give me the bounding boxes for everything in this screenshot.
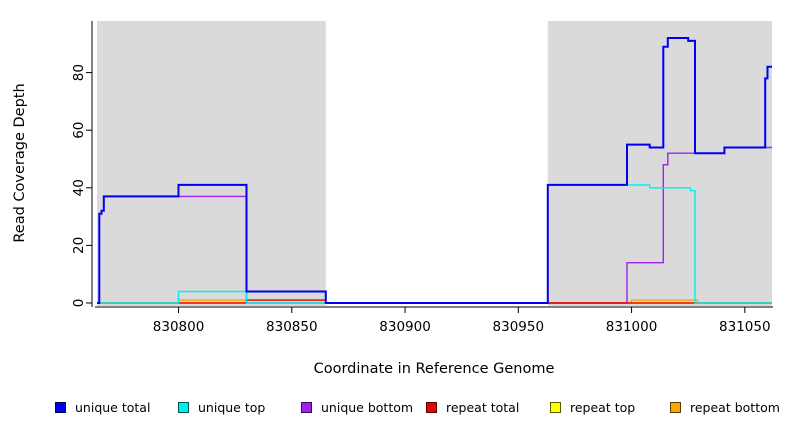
legend-item-label: repeat bottom — [690, 399, 780, 415]
unique-bottom-swatch-icon — [301, 401, 312, 413]
shaded-region-0 — [97, 21, 326, 306]
legend-item-label: unique bottom — [321, 399, 414, 415]
repeat-bottom-swatch-icon — [670, 401, 681, 413]
legend-item-repeat-top: repeat top — [550, 398, 635, 416]
legend-item-unique-top: unique top — [178, 398, 265, 416]
legend-item-repeat-bottom: repeat bottom — [670, 398, 780, 416]
x-axis-title: Coordinate in Reference Genome — [314, 361, 555, 377]
legend-item-label: unique total — [75, 399, 151, 415]
y-axis-title: Read Coverage Depth — [12, 83, 28, 242]
y-tick-label: 0 — [71, 299, 87, 308]
shaded-region-1 — [547, 21, 772, 306]
y-tick-label: 80 — [71, 64, 87, 81]
unique-top-swatch-icon — [178, 401, 189, 413]
x-tick-label: 830950 — [493, 319, 545, 335]
axes: 0 20 40 60 80 830800 830850 830900 830950 831000 8… — [71, 21, 773, 335]
x-tick-label: 831050 — [719, 319, 771, 335]
x-tick-label: 830800 — [153, 319, 205, 335]
legend-item-unique-bottom: unique bottom — [301, 398, 413, 416]
series-line-unique-total — [97, 37, 772, 304]
repeat-total-swatch-icon — [426, 401, 437, 413]
y-tick-label: 40 — [71, 179, 87, 196]
y-tick-label: 60 — [71, 122, 87, 139]
legend-item-repeat-total: repeat total — [426, 398, 519, 416]
x-tick-label: 830900 — [379, 319, 431, 335]
legend-item-label: unique top — [198, 399, 266, 415]
y-tick-label: 20 — [71, 237, 87, 254]
x-tick-label: 831000 — [606, 319, 658, 335]
x-tick-label: 830850 — [266, 319, 318, 335]
legend-item-unique-total: unique total — [55, 398, 150, 416]
legend-item-label: repeat total — [446, 399, 520, 415]
repeat-top-swatch-icon — [550, 401, 561, 413]
series-lines — [97, 37, 772, 304]
unique-total-swatch-icon — [55, 401, 66, 413]
legend: unique total unique top unique bottom re… — [0, 398, 792, 418]
shaded-regions — [97, 21, 772, 306]
legend-item-label: repeat top — [570, 399, 636, 415]
